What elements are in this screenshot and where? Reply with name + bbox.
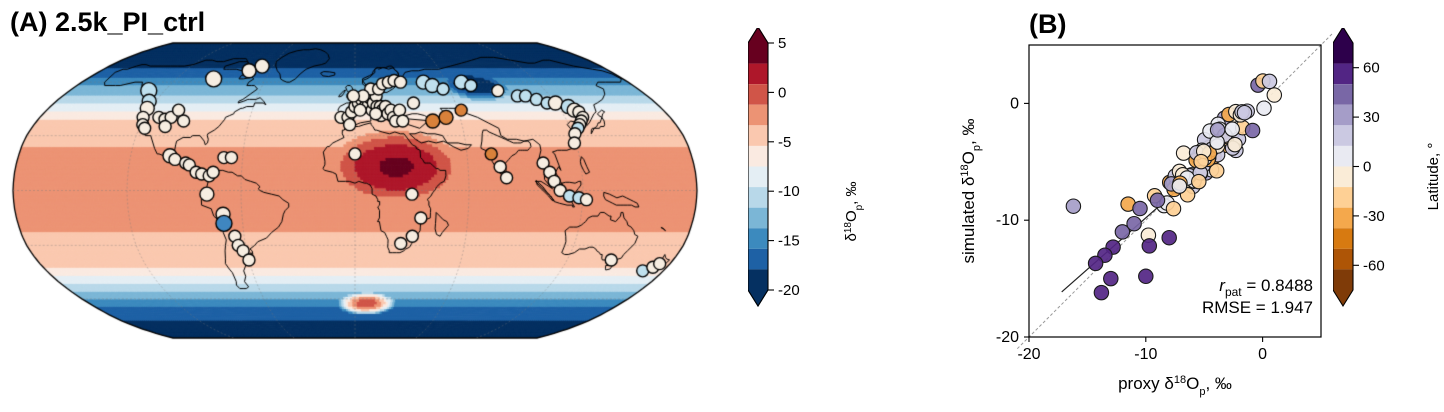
svg-text:0: 0 <box>1010 95 1019 112</box>
svg-text:RMSE = 1.947: RMSE = 1.947 <box>1202 298 1313 317</box>
svg-text:(B): (B) <box>1029 9 1066 39</box>
svg-text:-30: -30 <box>1363 208 1385 225</box>
svg-text:-60: -60 <box>1363 257 1385 274</box>
svg-text:-10: -10 <box>996 212 1019 229</box>
svg-text:-20: -20 <box>996 329 1019 346</box>
svg-text:proxy δ18Op, ‰: proxy δ18Op, ‰ <box>1118 374 1232 398</box>
svg-text:0: 0 <box>1363 159 1371 176</box>
svg-text:30: 30 <box>1363 109 1380 126</box>
svg-text:Latitude, °: Latitude, ° <box>1425 143 1442 211</box>
svg-text:0: 0 <box>1258 346 1267 363</box>
svg-text:60: 60 <box>1363 60 1380 77</box>
svg-text:-10: -10 <box>1134 346 1157 363</box>
svg-text:simulated δ18Op, ‰: simulated δ18Op, ‰ <box>959 118 983 263</box>
svg-text:-20: -20 <box>1017 346 1040 363</box>
